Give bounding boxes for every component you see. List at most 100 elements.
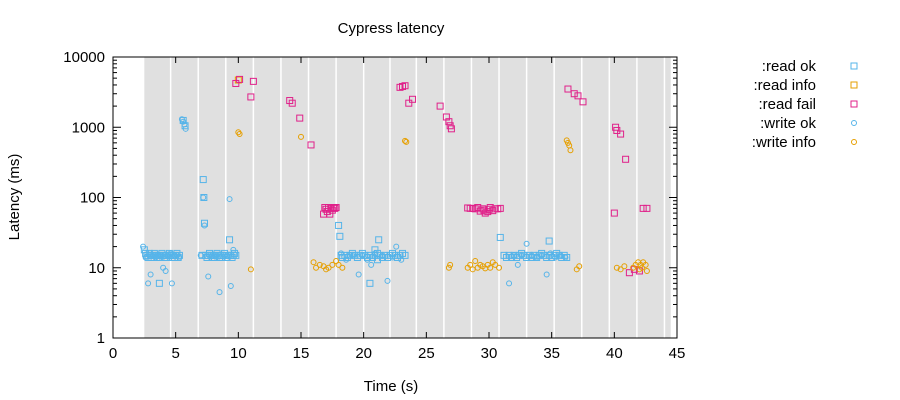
read-fail-point [643,204,651,212]
write-ok-point [171,252,178,259]
read-ok-point [226,236,234,244]
write-info-point [310,259,317,266]
read-fail-point [296,114,304,122]
write-ok-point [514,261,521,268]
y-axis: 1 10 100 1000 10000 [63,49,677,347]
write-info-point [567,147,574,154]
read-ok-point [335,221,343,229]
write-ok-point [162,267,169,274]
legend-label-read-ok: :read ok [762,58,817,75]
write-info-point [447,261,454,268]
read-fail-point [409,95,417,103]
y-tick-label-0: 1 [97,330,105,347]
x-axis: 0 5 10 15 20 25 30 35 40 45 [109,57,685,362]
write-ok-point [145,280,152,287]
write-info-point [339,264,346,271]
write-info-point [642,261,649,268]
legend-key-write-info [851,139,857,145]
write-ok-point [533,254,540,261]
legend-label-write-info: :write info [752,134,816,151]
read-fail-point [401,82,409,90]
read-fail-point [574,92,582,100]
read-fail-point [232,79,240,87]
write-info-point [496,264,503,271]
read-ok-point [371,246,379,254]
write-ok-point [379,252,386,259]
write-ok-point [355,271,362,278]
read-ok-point [199,176,207,184]
write-info-point [643,267,650,274]
write-ok-point [506,280,513,287]
nemesis-bands [144,57,671,338]
read-fail-point [480,206,488,214]
legend-label-read-fail: :read fail [758,96,816,113]
y-tick-label-3: 1000 [72,119,105,136]
write-ok-point [155,252,162,259]
write-ok-point [523,240,530,247]
read-fail-point [496,204,504,212]
read-ok-point [563,253,571,261]
write-ok-point [518,252,525,259]
chart-title: Cypress latency [338,20,445,37]
read-ok-point [336,232,344,240]
write-info-point [576,263,583,270]
write-ok-point [346,252,353,259]
write-ok-point [147,271,154,278]
write-info-point [467,261,474,268]
read-ok-point [496,233,504,241]
read-fail-point [331,204,339,212]
write-info-point [638,264,645,271]
x-tick-label-2: 10 [230,345,247,362]
write-ok-point [226,196,233,203]
read-fail-point [564,85,572,93]
write-ok-point [398,256,405,263]
write-ok-point [227,282,234,289]
read-ok-point [545,237,553,245]
write-ok-point [557,252,564,259]
write-ok-point [216,289,223,296]
read-fail-point [445,118,453,126]
read-fail-point [613,126,621,134]
write-ok-point [201,222,208,229]
write-info-point [298,133,304,140]
write-ok-point [224,252,231,259]
read-fail-point [570,90,578,98]
read-ok-point [155,279,163,287]
read-fail-point [617,130,625,138]
read-fail-point [610,209,618,217]
x-tick-label-6: 30 [481,345,498,362]
write-info-point [329,261,336,268]
write-ok-point [364,256,371,263]
legend-label-read-info: :read info [753,77,816,94]
legend-key-read-info [850,81,858,89]
legend-key-read-fail [850,100,858,108]
write-ok-point [552,254,559,261]
read-ok-point [366,279,374,287]
write-ok-point [538,252,545,259]
write-ok-point [393,243,400,250]
write-info-point [236,131,243,138]
write-ok-point [343,256,350,263]
write-info-point [445,264,452,271]
write-info-point [325,264,332,271]
legend: :read ok:read info:read fail:write ok:wr… [752,58,858,151]
write-info-point [403,138,410,145]
y-axis-label: Latency (ms) [6,154,23,241]
read-ok-point [232,251,240,259]
data-marks [140,75,651,296]
x-tick-label-5: 25 [418,345,435,362]
read-fail-point [436,102,444,110]
write-ok-point [562,254,569,261]
write-ok-point [230,246,237,253]
read-fail-point [288,99,296,107]
write-ok-point [368,261,375,268]
write-info-point [472,257,479,264]
write-ok-point [389,254,396,261]
write-info-point [617,266,624,273]
write-info-point [402,137,409,144]
read-fail-point [485,205,493,213]
write-info-point [335,261,342,268]
legend-key-write-ok [851,120,857,126]
write-ok-point [209,252,216,259]
